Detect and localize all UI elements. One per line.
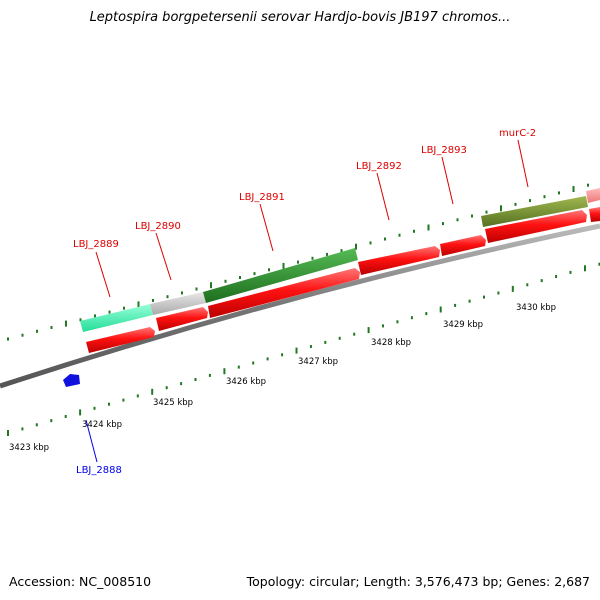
cds-arrow-lbj2893 bbox=[440, 235, 486, 256]
gene-leader-lines bbox=[85, 139, 529, 463]
leader-lbj2892 bbox=[376, 172, 390, 221]
gene-label-lbj2890[interactable]: LBJ_2890 bbox=[135, 221, 181, 232]
scale-label: 3429 kbp bbox=[443, 320, 483, 330]
scale-label: 3428 kbp bbox=[371, 338, 411, 348]
scale-label: 3423 kbp bbox=[9, 443, 49, 453]
scale-label: 3424 kbp bbox=[82, 420, 122, 430]
leader-lbj2889 bbox=[95, 251, 111, 298]
gene-labels: LBJ_2888 LBJ_2889 LBJ_2890 LBJ_2891 LBJ_… bbox=[73, 128, 536, 476]
genome-backbone bbox=[0, 223, 600, 389]
cds-arrow-next bbox=[589, 207, 600, 222]
scale-label: 3425 kbp bbox=[153, 398, 193, 408]
cds-track-forward bbox=[86, 207, 600, 353]
gene-label-murc2[interactable]: murC-2 bbox=[499, 128, 536, 139]
leader-murc2 bbox=[517, 139, 529, 188]
gene-label-lbj2893[interactable]: LBJ_2893 bbox=[421, 145, 467, 156]
gene-label-lbj2891[interactable]: LBJ_2891 bbox=[239, 192, 285, 203]
page-title: Leptospira borgpetersenii serovar Hardjo… bbox=[89, 10, 511, 25]
cds-arrow-lbj2889 bbox=[86, 327, 155, 353]
cds-arrow-murc2 bbox=[485, 210, 587, 243]
gene-label-lbj2888[interactable]: LBJ_2888 bbox=[76, 465, 122, 476]
feature-pink bbox=[586, 188, 600, 203]
topology-summary: Topology: circular; Length: 3,576,473 bp… bbox=[246, 574, 590, 589]
leader-lbj2891 bbox=[259, 203, 274, 252]
cds-arrow-lbj2888 bbox=[63, 374, 80, 387]
feature-track-upper bbox=[80, 188, 600, 332]
feature-olive-murc2 bbox=[481, 196, 588, 227]
cds-arrow-lbj2890 bbox=[156, 307, 208, 331]
scale-labels: 3423 kbp 3424 kbp 3425 kbp 3426 kbp 3427… bbox=[9, 303, 556, 453]
scale-label: 3430 kbp bbox=[516, 303, 556, 313]
tick-rows bbox=[7, 183, 600, 436]
cds-arrow-lbj2892 bbox=[358, 246, 440, 275]
scale-label: 3427 kbp bbox=[298, 357, 338, 367]
scale-label: 3426 kbp bbox=[226, 377, 266, 387]
feature-aqua bbox=[80, 304, 153, 332]
leader-lbj2890 bbox=[155, 232, 172, 281]
leader-lbj2893 bbox=[441, 156, 454, 205]
leader-lbj2888 bbox=[85, 419, 98, 463]
cds-arrow-lbj2891 bbox=[208, 268, 360, 318]
feature-grey bbox=[150, 292, 206, 315]
feature-green-lbj2891 bbox=[203, 248, 358, 303]
gene-label-lbj2889[interactable]: LBJ_2889 bbox=[73, 239, 119, 250]
gene-label-lbj2892[interactable]: LBJ_2892 bbox=[356, 161, 402, 172]
accession-text: Accession: NC_008510 bbox=[9, 574, 152, 589]
